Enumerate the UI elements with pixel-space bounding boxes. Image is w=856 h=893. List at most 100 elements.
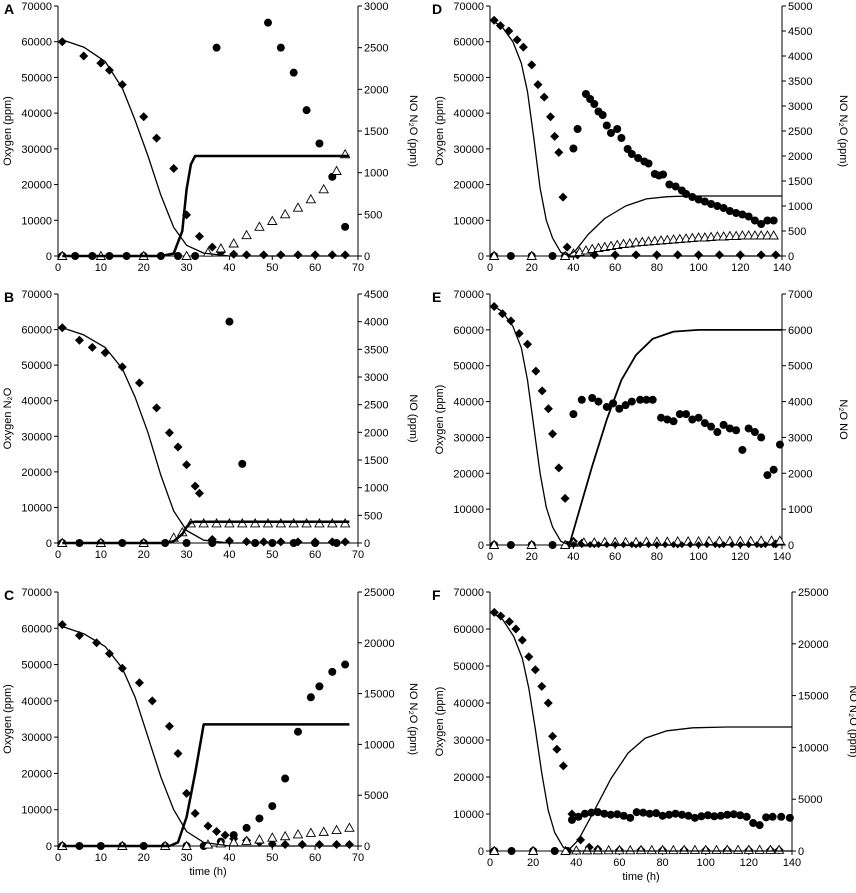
circle-marker <box>225 317 234 326</box>
diamond-marker <box>134 678 144 688</box>
diamond-marker <box>537 386 547 396</box>
diamond-marker <box>74 335 84 345</box>
y-right-tick-label: 0 <box>364 538 370 550</box>
y-right-tick-label: 3000 <box>788 101 812 113</box>
triangle-marker <box>344 822 355 832</box>
x-tick-label: 60 <box>309 852 321 864</box>
diamond-marker <box>548 429 558 439</box>
triangle-marker <box>755 535 767 545</box>
diamond-marker <box>560 493 570 503</box>
diamond-marker <box>117 80 127 90</box>
triangle-marker <box>657 844 668 855</box>
y-right-tick-label: 500 <box>788 226 806 238</box>
triangle-marker <box>527 845 539 855</box>
triangle-marker <box>181 840 192 850</box>
panel-letter-d: D <box>432 1 442 17</box>
diamond-marker <box>139 112 149 122</box>
y-right-tick-label: 10000 <box>798 742 829 754</box>
y-right-tick-label: 6000 <box>788 325 812 337</box>
panel-letter-e: E <box>432 289 441 305</box>
circle-marker <box>785 813 794 822</box>
circle-marker <box>694 195 703 204</box>
x-tick-label: 20 <box>138 262 150 274</box>
series-line <box>491 611 792 852</box>
y-left-tick-label: 30000 <box>21 732 52 744</box>
circle-marker <box>723 810 732 819</box>
x-tick-label: 80 <box>651 551 663 563</box>
triangle-marker <box>693 232 704 242</box>
y-right-tick-label: 4000 <box>788 397 812 409</box>
x-tick-label: 120 <box>740 857 758 869</box>
series-line <box>62 327 350 544</box>
diamond-marker <box>207 242 217 252</box>
diamond-marker <box>96 58 106 68</box>
series-line <box>62 723 350 848</box>
x-tick-label: 80 <box>656 857 668 869</box>
circle-marker <box>268 802 277 811</box>
x-axis-title: time (h) <box>189 866 226 878</box>
triangle-marker <box>668 844 679 855</box>
y-left-tick-label: 30000 <box>21 431 52 443</box>
circle-marker <box>769 465 778 474</box>
circle-marker <box>615 404 624 413</box>
y-left-tick-label: 40000 <box>21 696 52 708</box>
diamond-marker <box>220 830 230 840</box>
x-tick-label: 40 <box>567 262 579 274</box>
diamond-marker <box>297 840 307 850</box>
y-left-tick-label: 60000 <box>453 624 484 636</box>
diamond-marker <box>229 249 239 259</box>
diamond-marker <box>558 192 568 202</box>
y-right-tick-label: 20000 <box>364 638 395 650</box>
triangle-marker <box>743 230 754 240</box>
circle-marker <box>569 410 578 419</box>
circle-marker <box>769 216 778 225</box>
circle-marker <box>707 422 716 431</box>
y-left-tick-label: 30000 <box>453 144 484 156</box>
diamond-marker <box>524 652 534 662</box>
diamond-marker <box>530 665 540 675</box>
diamond-marker <box>518 42 528 52</box>
diamond-marker <box>259 250 269 260</box>
circle-marker <box>276 43 285 52</box>
diamond-marker <box>87 342 97 352</box>
y-left-axis-title: Oxygen (ppm) <box>434 96 446 166</box>
diamond-marker <box>169 164 179 173</box>
circle-marker <box>315 682 324 691</box>
triangle-marker <box>488 539 500 549</box>
circle-marker <box>602 121 611 130</box>
y-left-axis-title: Oxygen (ppm) <box>2 684 14 754</box>
triangle-marker <box>603 844 614 855</box>
diamond-marker <box>652 250 662 260</box>
y-left-tick-label: 70000 <box>21 289 52 301</box>
x-tick-label: 120 <box>731 551 749 563</box>
y-left-axis-title: Oxygen (ppm) <box>434 687 446 757</box>
y-left-tick-label: 70000 <box>453 289 484 301</box>
triangle-marker <box>292 202 304 212</box>
x-tick-label: 40 <box>223 852 235 864</box>
circle-marker <box>328 667 337 676</box>
diamond-marker <box>673 250 683 260</box>
y-right-tick-label: 0 <box>788 251 794 263</box>
y-left-tick-label: 70000 <box>21 587 52 599</box>
y-right-tick-label: 1500 <box>788 176 812 188</box>
circle-marker <box>719 420 728 429</box>
circle-marker <box>690 813 699 822</box>
x-tick-label: 10 <box>95 262 107 274</box>
circle-marker <box>732 209 741 217</box>
diamond-marker <box>506 316 516 326</box>
y-left-tick-label: 60000 <box>453 325 484 337</box>
x-tick-label: 50 <box>266 852 278 864</box>
diamond-marker <box>79 51 89 61</box>
y-left-tick-label: 60000 <box>21 325 52 337</box>
y-left-tick-label: 10000 <box>453 504 484 516</box>
y-left-tick-label: 50000 <box>21 360 52 372</box>
y-left-tick-label: 40000 <box>453 108 484 120</box>
diamond-marker <box>280 840 290 850</box>
diamond-marker <box>340 537 350 547</box>
panel-f: F 0 20 40 60 80 100 120 14001000020000300004000… <box>432 587 856 883</box>
y-right-tick-label: 15000 <box>798 691 829 703</box>
diamond-marker <box>610 250 620 260</box>
circle-marker <box>738 210 747 219</box>
y-right-tick-label: 25000 <box>798 587 829 599</box>
diamond-marker <box>340 250 350 260</box>
